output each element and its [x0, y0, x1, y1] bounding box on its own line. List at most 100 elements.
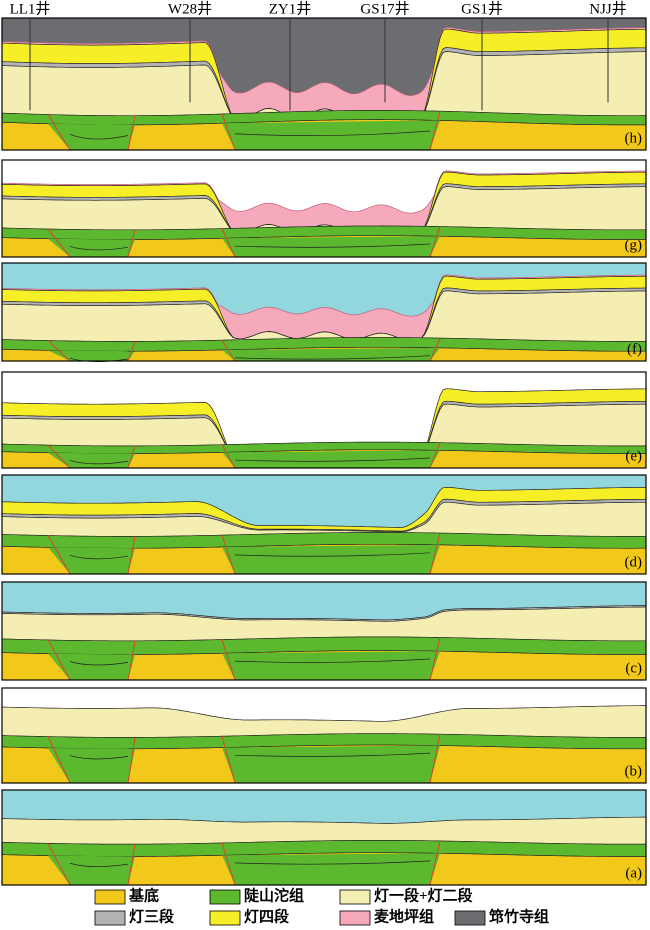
graben [48, 452, 135, 468]
fault [47, 639, 71, 681]
internal-line [234, 658, 431, 663]
internal-line [234, 860, 431, 865]
layer-boundary [1, 501, 646, 533]
graben [222, 450, 440, 468]
fault [127, 445, 136, 469]
fault [429, 226, 441, 258]
panel-frame [1, 789, 647, 886]
panel-label: (f) [627, 341, 642, 357]
legend-label: 灯三段 [129, 907, 174, 925]
graben [48, 350, 135, 361]
layer-boundary [1, 225, 646, 231]
panel-frame [1, 474, 647, 575]
legend-swatch [339, 910, 371, 926]
fault [127, 341, 136, 362]
internal-line [69, 661, 129, 666]
fault [221, 842, 236, 886]
fault [127, 737, 136, 784]
panel: (d) [1, 474, 647, 575]
legend-label: 基底 [128, 886, 159, 904]
panels: (h) (g) (f) (e) (d) (c) (b) (a) [1, 17, 647, 886]
fault [429, 734, 441, 784]
panel: (a) [1, 789, 647, 886]
internal-line [234, 130, 431, 136]
legend-label: 灯四段 [244, 907, 289, 925]
panel: (h) [1, 17, 647, 151]
layer-boundary [1, 840, 646, 845]
well-label: W28井 [168, 0, 212, 17]
internal-line [234, 552, 431, 557]
layer-boundary [2, 498, 646, 532]
legend-swatch [94, 889, 126, 905]
fault [47, 444, 71, 469]
fault [127, 229, 136, 258]
well-label: LL1井 [10, 0, 51, 17]
panel: (e) [1, 371, 647, 469]
panel-frame [1, 262, 647, 362]
panel-label: (b) [625, 763, 643, 779]
internal-line [234, 457, 431, 462]
fault [47, 114, 71, 151]
fault [47, 736, 71, 784]
layer-boundary [1, 733, 646, 738]
panel-frame [1, 581, 647, 681]
panel-label: (g) [625, 237, 643, 253]
layer-boundary [1, 441, 646, 447]
internal-line [69, 357, 129, 363]
layer-boundary [1, 606, 646, 622]
layer-boundary [1, 705, 646, 722]
panel: (b) [1, 687, 647, 784]
panel: (g) [1, 159, 647, 258]
fault [221, 534, 236, 575]
well-label: GS17井 [360, 0, 409, 17]
fault [221, 228, 236, 258]
panel-frame [1, 17, 647, 151]
fault [47, 228, 71, 258]
graben [48, 747, 135, 783]
internal-line [234, 752, 431, 757]
graben [48, 123, 135, 150]
graben [222, 651, 440, 680]
graben [48, 238, 135, 257]
layer-boundary [1, 337, 646, 342]
internal-line [69, 246, 129, 251]
fault [429, 111, 441, 151]
fault [221, 736, 236, 784]
legend-swatch [209, 889, 241, 905]
internal-line [69, 554, 129, 560]
panel-frame [1, 371, 647, 469]
well-label: NJJ井 [589, 0, 627, 17]
fault [127, 115, 136, 151]
well-label: GS1井 [461, 0, 503, 17]
internal-line [234, 355, 431, 360]
fault [47, 535, 71, 575]
panel-frame [1, 159, 647, 258]
legend-swatch [339, 889, 371, 905]
fault [429, 442, 441, 469]
graben [48, 653, 135, 680]
legend-label: 麦地坪组 [374, 907, 434, 925]
fault [221, 113, 236, 151]
fault [221, 444, 236, 469]
layer-boundary [1, 51, 646, 123]
legend-swatch [209, 910, 241, 926]
fault [221, 339, 236, 362]
panel-label: (c) [625, 660, 642, 676]
legend-label: 灯一段+灯二段 [374, 886, 473, 904]
layer-boundary [1, 186, 646, 235]
legend-label: 筇竹寺组 [489, 907, 549, 925]
panel-label: (a) [625, 865, 642, 881]
internal-line [69, 755, 129, 760]
legend-swatch [94, 910, 126, 926]
fault [429, 337, 441, 362]
graben [48, 547, 135, 574]
layer-boundary [1, 170, 646, 214]
layer-boundary [1, 636, 646, 642]
fault [127, 844, 136, 886]
layer-boundary [1, 110, 646, 117]
graben [48, 855, 135, 885]
layer-boundary [1, 274, 646, 317]
layer-boundary [1, 27, 646, 96]
